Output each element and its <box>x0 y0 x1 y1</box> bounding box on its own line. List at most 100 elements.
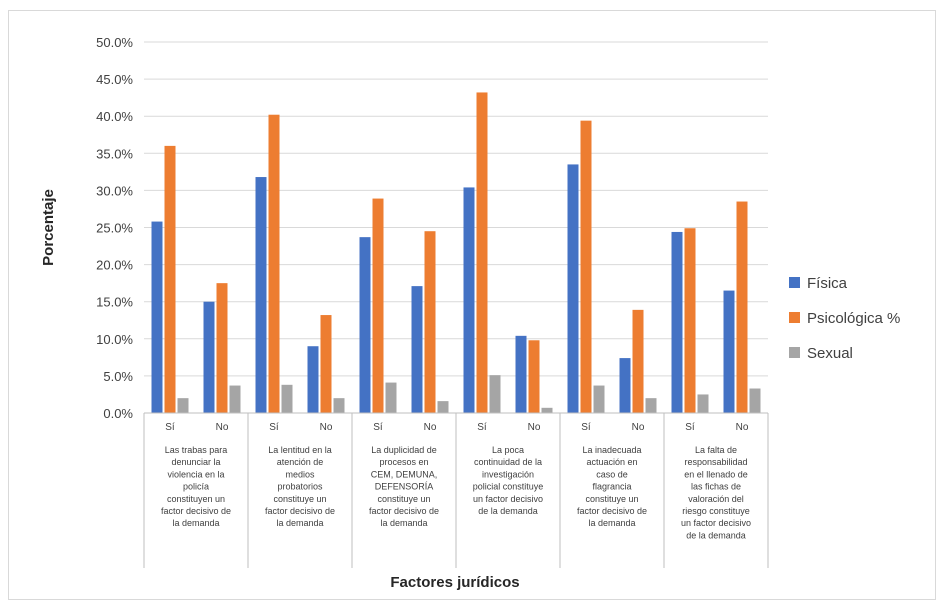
bar-psicol-gica <box>164 145 176 413</box>
bar-psicol-gica <box>736 201 748 413</box>
bar-f-sica <box>411 286 423 413</box>
y-tick-label: 25.0% <box>96 221 133 236</box>
group-label-line: constituye un <box>273 494 326 504</box>
category-label: Sí <box>373 422 383 433</box>
y-tick-label: 5.0% <box>103 369 133 384</box>
bar-sexual <box>645 398 657 413</box>
group-label-line: un factor decisivo <box>681 518 751 528</box>
bar-sexual <box>177 398 189 413</box>
bar-psicol-gica <box>684 228 696 413</box>
bar-psicol-gica <box>632 309 644 413</box>
bar-f-sica <box>203 301 215 413</box>
legend-swatch <box>789 347 800 358</box>
y-tick-label: 0.0% <box>103 406 133 421</box>
bar-f-sica <box>567 164 579 413</box>
group-label-line: constituyen un <box>167 494 225 504</box>
group-label-line: investigación <box>482 469 534 479</box>
group-label-line: riesgo constituye <box>682 506 750 516</box>
group-label-line: responsabilidad <box>684 457 747 467</box>
group-label-line: la demanda <box>276 518 323 528</box>
group-label-line: factor decisivo de <box>577 506 647 516</box>
bar-chart: 0.0% 5.0% 10.0% 15.0% 20.0% 25.0% 30.0% 35.0% 40… <box>40 35 900 591</box>
bar-f-sica <box>307 346 319 413</box>
bar-psicol-gica <box>528 340 540 413</box>
group-label-line: las fichas de <box>691 482 741 492</box>
group-label-line: probatorios <box>277 482 323 492</box>
category-label: Sí <box>269 422 279 433</box>
bar-f-sica <box>619 358 631 413</box>
group-label-line: La falta de <box>695 445 737 455</box>
y-tick-label: 30.0% <box>96 183 133 198</box>
y-axis-title: Porcentaje <box>40 189 57 266</box>
bar-sexual <box>333 398 345 413</box>
bar-sexual <box>385 382 397 413</box>
group-label-line: la demanda <box>380 518 427 528</box>
legend-swatch <box>789 277 800 288</box>
y-tick-label: 50.0% <box>96 35 133 50</box>
bar-psicol-gica <box>216 283 228 413</box>
bar-f-sica <box>515 335 527 413</box>
group-label-line: violencia en la <box>167 469 224 479</box>
bar-sexual <box>437 401 449 413</box>
group-label-line: policía <box>183 482 209 492</box>
bar-psicol-gica <box>424 231 436 413</box>
group-label-line: La inadecuada <box>582 445 641 455</box>
group-label-line: medios <box>285 469 315 479</box>
bar-f-sica <box>723 290 735 413</box>
group-label-line: Las trabas para <box>165 445 228 455</box>
group-label-line: policial constituye <box>473 482 544 492</box>
group-label-line: actuación en <box>586 457 637 467</box>
bar-psicol-gica <box>580 120 592 413</box>
bar-psicol-gica <box>268 114 280 413</box>
y-tick-label: 15.0% <box>96 295 133 310</box>
group-label-line: CEM, DEMUNA, <box>371 469 438 479</box>
category-label: No <box>736 422 749 433</box>
bar-f-sica <box>359 237 371 413</box>
bar-f-sica <box>463 187 475 413</box>
bar-psicol-gica <box>372 198 384 413</box>
group-label-line: caso de <box>596 469 628 479</box>
category-label: No <box>216 422 229 433</box>
category-label: No <box>632 422 645 433</box>
group-label-line: continuidad de la <box>474 457 542 467</box>
legend-swatch <box>789 312 800 323</box>
legend-label: Psicológica % <box>807 310 900 327</box>
group-label-line: de la demanda <box>478 506 538 516</box>
y-tick-label: 20.0% <box>96 258 133 273</box>
group-label-line: flagrancia <box>592 482 631 492</box>
group-label-line: La duplicidad de <box>371 445 437 455</box>
group-label-line: factor decisivo de <box>265 506 335 516</box>
y-tick-label: 40.0% <box>96 109 133 124</box>
bar-psicol-gica <box>476 92 488 414</box>
y-tick-label: 10.0% <box>96 332 133 347</box>
category-label: No <box>320 422 333 433</box>
bar-sexual <box>749 388 761 413</box>
category-label: Sí <box>581 422 591 433</box>
group-label-line: constituye un <box>377 494 430 504</box>
group-label-line: constituye un <box>585 494 638 504</box>
bar-f-sica <box>255 177 267 413</box>
y-tick-label: 35.0% <box>96 146 133 161</box>
group-label-line: procesos en <box>379 457 428 467</box>
bar-sexual <box>229 385 241 413</box>
group-label-line: de la demanda <box>686 530 746 540</box>
bar-sexual <box>593 385 605 413</box>
group-label-line: un factor decisivo <box>473 494 543 504</box>
group-label-line: la demanda <box>172 518 219 528</box>
group-label-line: factor decisivo de <box>161 506 231 516</box>
group-label-line: DEFENSORÍA <box>375 482 434 492</box>
category-label: Sí <box>165 422 175 433</box>
group-label-line: atención de <box>277 457 324 467</box>
bar-sexual <box>281 384 293 413</box>
legend-label: Sexual <box>807 345 853 362</box>
bar-f-sica <box>151 221 163 413</box>
category-label: Sí <box>477 422 487 433</box>
group-label-line: denunciar la <box>171 457 220 467</box>
category-label: No <box>528 422 541 433</box>
group-label-line: factor decisivo de <box>369 506 439 516</box>
chart-frame: 0.0% 5.0% 10.0% 15.0% 20.0% 25.0% 30.0% 35.0% 40… <box>8 10 936 600</box>
x-axis-title: Factores jurídicos <box>390 574 519 591</box>
group-label-line: La poca <box>492 445 524 455</box>
bar-sexual <box>697 394 709 413</box>
bar-f-sica <box>671 231 683 413</box>
